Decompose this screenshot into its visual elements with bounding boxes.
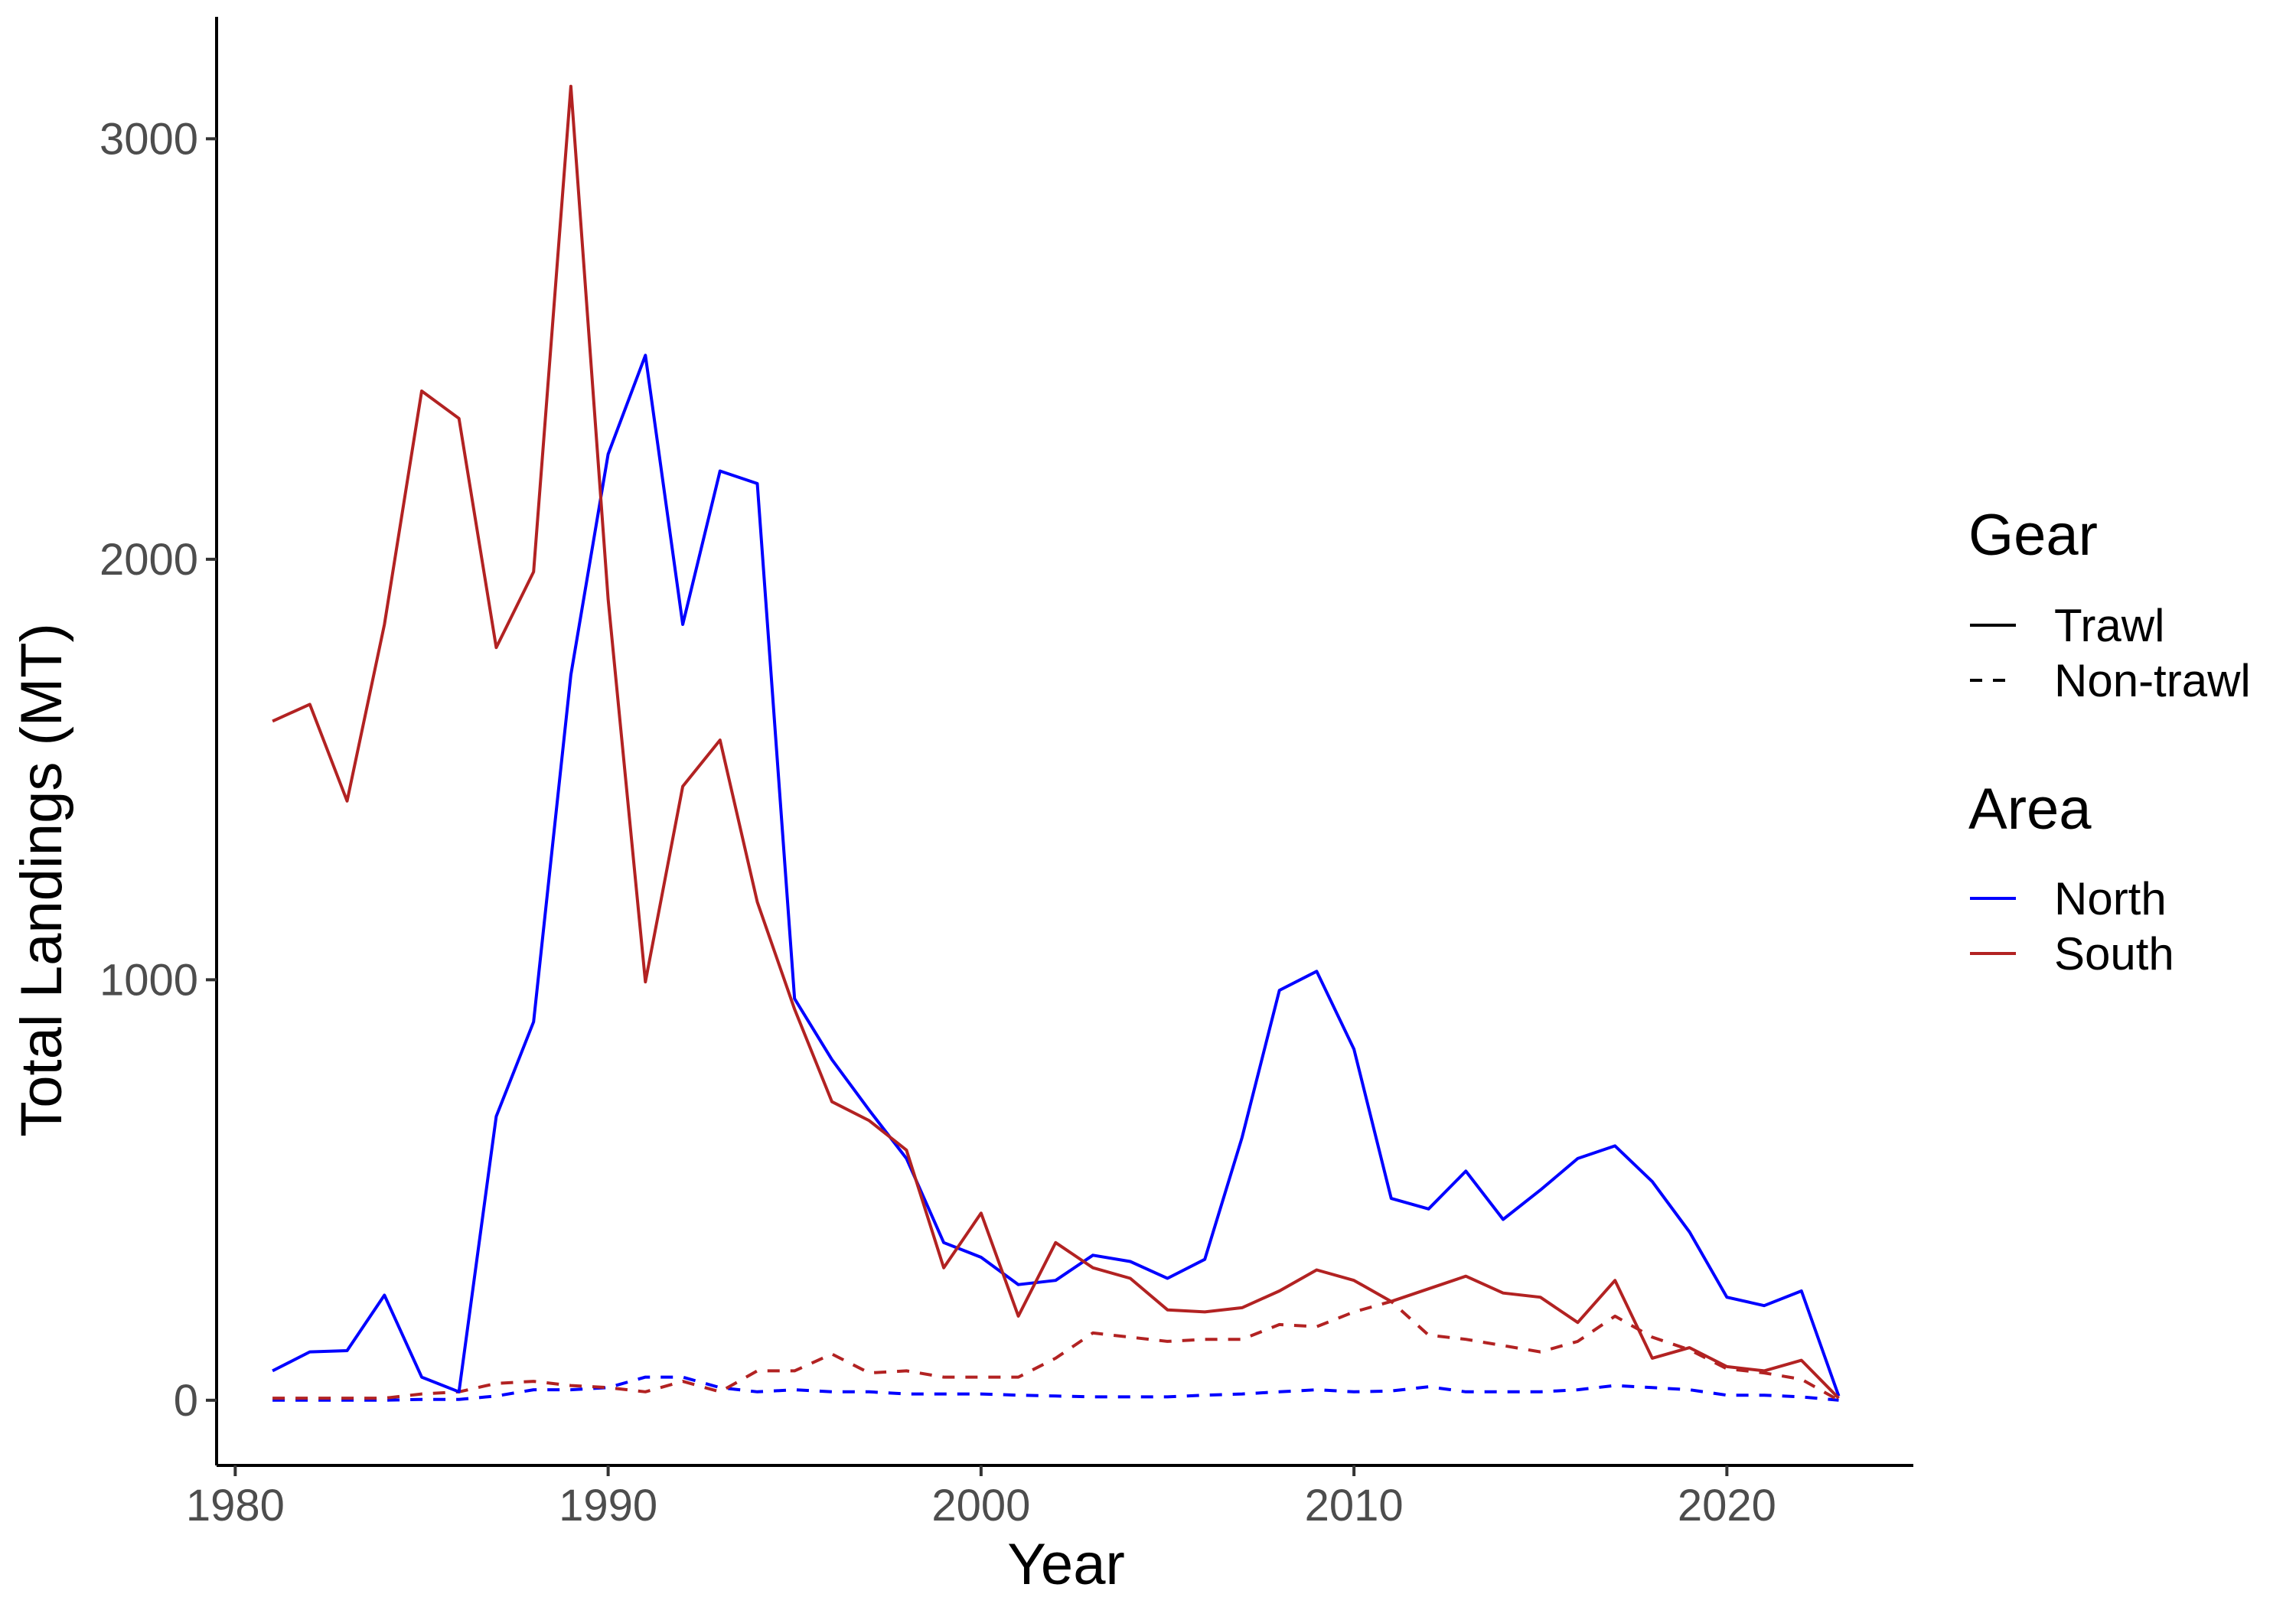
y-tick-label: 1000 <box>99 955 198 1005</box>
x-axis-title: Year <box>1007 1532 1125 1597</box>
legend-label-non-trawl: Non-trawl <box>2054 655 2251 706</box>
legend-area-title: Area <box>1968 777 2092 842</box>
legend: Gear Trawl Non-trawl Area North South <box>1968 503 2251 980</box>
legend-label-trawl: Trawl <box>2054 600 2164 651</box>
y-tick-label: 0 <box>174 1376 198 1426</box>
series-line-south-non-trawl <box>272 1299 1840 1402</box>
legend-label-north: North <box>2054 873 2167 924</box>
legend-label-south: South <box>2054 928 2174 980</box>
x-tick-label: 1980 <box>186 1481 285 1530</box>
series-line-south-trawl <box>272 84 1840 1400</box>
x-tick-label: 2020 <box>1678 1481 1776 1530</box>
legend-gear-title: Gear <box>1968 503 2098 568</box>
x-tick-label: 2000 <box>931 1481 1030 1530</box>
axes: 0 1000 2000 3000 1980 1990 2000 2010 2020 <box>99 17 1913 1530</box>
plot-area <box>272 84 1841 1402</box>
y-tick-label: 2000 <box>99 535 198 585</box>
x-tick-label: 2010 <box>1305 1481 1404 1530</box>
series-line-north-non-trawl <box>272 1375 1839 1402</box>
y-axis-title: Total Landings (MT) <box>9 623 74 1137</box>
y-tick-label: 3000 <box>99 114 198 164</box>
x-tick-label: 1990 <box>559 1481 657 1530</box>
series-line-north-trawl <box>272 354 1841 1397</box>
